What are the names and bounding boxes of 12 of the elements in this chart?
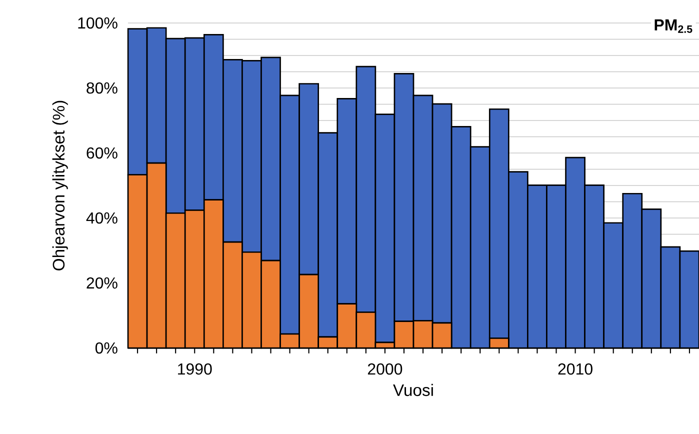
x-tick-label: 1990 bbox=[178, 363, 212, 375]
annotation: PM$_{2.5}$ bbox=[654, 19, 692, 33]
x-axis-title: Vuosi bbox=[393, 384, 433, 396]
x-tick-label: 2000 bbox=[368, 363, 402, 375]
y-tick-label: 100% bbox=[78, 17, 118, 29]
y-tick-label: 20% bbox=[86, 277, 118, 289]
y-tick-label: 60% bbox=[86, 147, 118, 159]
y-tick-label: 80% bbox=[86, 82, 118, 94]
y-axis-title: Ohjearvon ylitykset (%) bbox=[52, 100, 68, 270]
x-tick-label: 2010 bbox=[558, 363, 592, 375]
y-tick-label: 40% bbox=[86, 212, 118, 224]
y-tick-label: 0% bbox=[95, 342, 118, 354]
